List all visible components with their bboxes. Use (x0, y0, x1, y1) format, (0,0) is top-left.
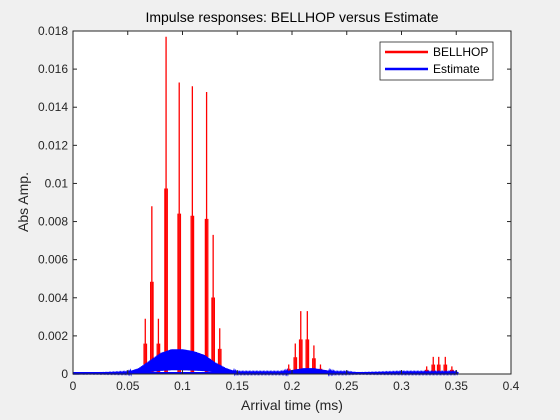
bellhop-impulse (164, 36, 168, 374)
chart-title: Impulse responses: BELLHOP versus Estima… (145, 9, 438, 25)
x-tick-label: 0.25 (335, 379, 359, 393)
y-tick-label: 0 (61, 367, 68, 381)
bellhop-impulse (190, 86, 195, 374)
legend-label-bellhop: BELLHOP (433, 45, 488, 59)
x-tick-label: 0.4 (503, 379, 520, 393)
ticks-layer: 0 0.05 0.1 0.15 0.2 0.25 0.3 0.35 0.4 0 0.002 0.004… (38, 24, 520, 393)
bellhop-impulse (204, 91, 209, 374)
x-tick-label: 0 (70, 379, 77, 393)
plot-area (73, 31, 511, 374)
y-tick-label: 0.004 (38, 291, 68, 305)
bellhop-impulse (177, 82, 182, 374)
legend-box (379, 41, 494, 81)
y-tick-label: 0.016 (38, 62, 68, 76)
y-axis-label: Abs Amp. (15, 172, 31, 232)
x-tick-label: 0.3 (393, 379, 410, 393)
y-tick-label: 0.002 (38, 329, 68, 343)
x-tick-label: 0.05 (116, 379, 140, 393)
y-tick-label: 0.006 (38, 253, 68, 267)
y-tick-label: 0.014 (38, 100, 68, 114)
x-tick-label: 0.2 (284, 379, 301, 393)
y-tick-label: 0.012 (38, 138, 68, 152)
x-tick-label: 0.35 (445, 379, 469, 393)
y-tick-label: 0.018 (38, 24, 68, 38)
legend-label-estimate: Estimate (433, 62, 480, 76)
x-axis-label: Arrival time (ms) (241, 397, 343, 413)
series-layer (73, 36, 459, 377)
x-tick-label: 0.15 (226, 379, 250, 393)
x-tick-label: 0.1 (174, 379, 191, 393)
legend: BELLHOP Estimate (379, 41, 494, 81)
y-tick-label: 0.008 (38, 215, 68, 229)
y-tick-label: 0.01 (45, 176, 69, 190)
